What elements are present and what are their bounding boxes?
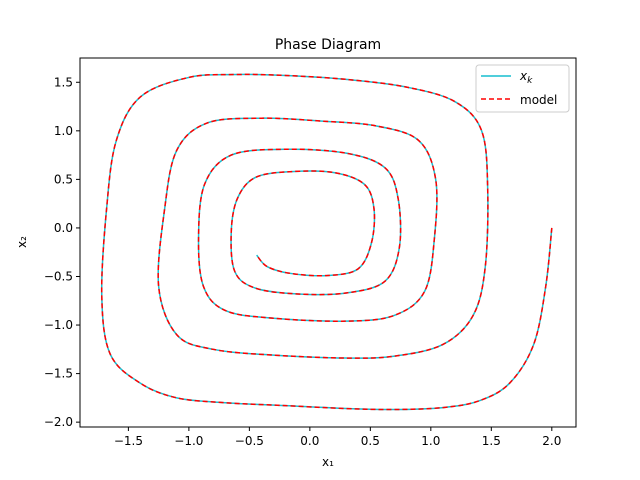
y-tick-label: −2.0 (44, 415, 73, 429)
y-tick-label: −1.5 (44, 367, 73, 381)
x-axis-ticks: −1.5 −1.0 −0.5 0.0 0.5 1.0 1.5 2.0 (114, 427, 561, 448)
x-tick-label: 2.0 (542, 434, 561, 448)
y-axis-label: x₂ (15, 236, 29, 248)
y-tick-label: 1.0 (54, 124, 73, 138)
plot-frame (79, 57, 577, 428)
y-tick-label: 1.5 (54, 75, 73, 89)
x-axis-label: x₁ (322, 455, 334, 469)
chart-title: Phase Diagram (275, 37, 381, 53)
x-tick-label: −1.5 (114, 434, 143, 448)
y-tick-label: −0.5 (44, 269, 73, 283)
y-tick-label: 0.5 (54, 172, 73, 186)
x-tick-label: 0.5 (361, 434, 380, 448)
y-tick-label: 0.0 (54, 221, 73, 235)
x-tick-label: 1.0 (421, 434, 440, 448)
legend-label-model: model (520, 93, 557, 107)
x-tick-label: −1.0 (174, 434, 203, 448)
x-tick-label: 0.0 (300, 434, 319, 448)
series-line-xk (100, 73, 553, 411)
x-tick-label: 1.5 (482, 434, 501, 448)
x-tick-label: −0.5 (235, 434, 264, 448)
y-axis-ticks: −2.0 −1.5 −1.0 −0.5 0.0 0.5 1.0 1.5 (44, 75, 80, 429)
y-tick-label: −1.0 (44, 318, 73, 332)
legend: xk model (475, 64, 570, 113)
series-line-model (100, 73, 553, 411)
